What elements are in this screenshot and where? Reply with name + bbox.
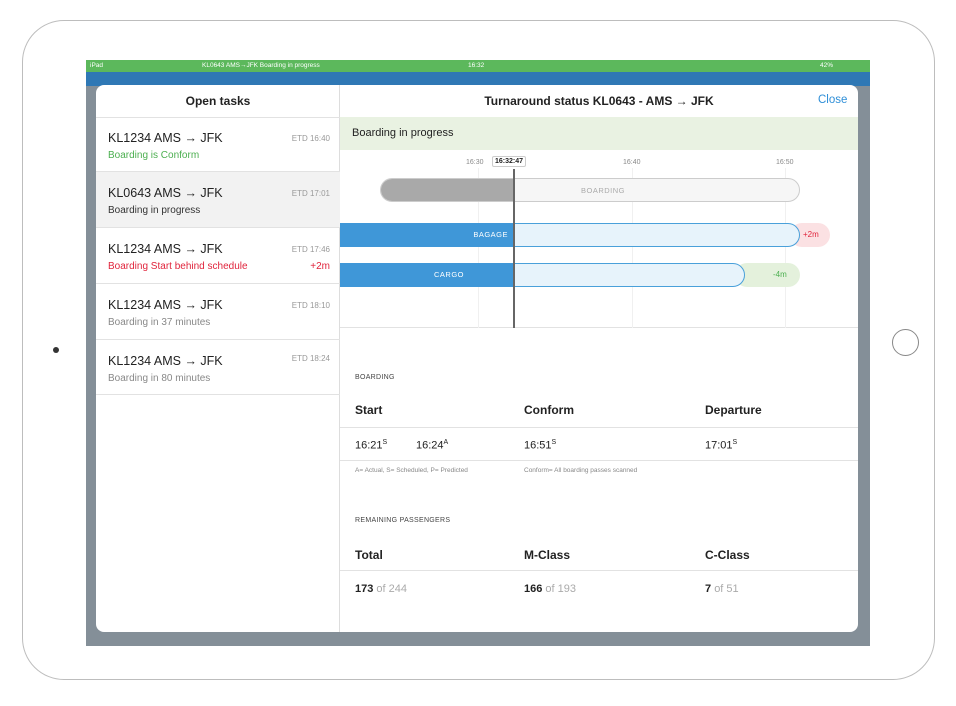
legend-note: Conform= All boarding passes scanned <box>524 467 638 474</box>
bar-label: BOARDING <box>581 186 626 195</box>
status-bar: iPad KL0643 AMS→JFK Boarding in progress… <box>86 60 870 72</box>
clock: 16:32 <box>468 62 485 69</box>
detail: Turnaround status KL0643 - AMS → JFK Clo… <box>340 85 858 632</box>
time: 17:01 <box>705 439 733 452</box>
column-header: Total <box>355 548 383 562</box>
device-frame <box>22 20 935 680</box>
etd: ETD 17:01 <box>291 189 330 198</box>
bar-label: CARGO <box>434 270 465 279</box>
cargo-fill: CARGO <box>340 263 514 287</box>
task-status: Boarding is Conform <box>108 150 200 161</box>
task[interactable]: KL1234 AMS → JFK ETD 18:24 Boarding in 8… <box>96 340 340 395</box>
now-line <box>513 169 515 328</box>
capacity: of 244 <box>376 583 408 595</box>
banner: Boarding in progress <box>340 117 858 150</box>
tick-label: 16:40 <box>623 159 641 166</box>
etd: ETD 18:10 <box>291 301 330 310</box>
time: 16:21 <box>355 439 383 452</box>
time: 16:51 <box>524 439 552 452</box>
etd: ETD 17:46 <box>291 245 330 254</box>
close-button[interactable]: Close <box>818 94 848 106</box>
offset: +2m <box>803 230 819 239</box>
task[interactable]: KL1234 AMS → JFK ETD 16:40 Boarding is C… <box>96 117 340 172</box>
column-header: M-Class <box>524 548 571 562</box>
flight: KL0643 AMS → JFK <box>108 186 223 200</box>
nav-strip <box>86 72 870 86</box>
task-status: Boarding in progress <box>108 205 201 216</box>
device-name: iPad <box>90 62 104 69</box>
tick-label: 16:50 <box>776 159 794 166</box>
task-status: Boarding Start behind schedule <box>108 261 248 272</box>
count: 166 <box>524 583 543 595</box>
bar-label: BAGAGE <box>473 230 508 239</box>
task[interactable]: KL1234 AMS → JFK ETD 18:10 Boarding in 3… <box>96 284 340 340</box>
time: 16:24 <box>416 439 444 452</box>
time-kind: S <box>551 439 557 446</box>
modal: Open tasks KL1234 AMS → JFK ETD 16:40 Bo… <box>96 85 858 632</box>
offset-pill <box>735 263 800 287</box>
battery: 42% <box>820 62 834 69</box>
flight: KL1234 AMS → JFK <box>108 354 223 368</box>
flight: KL1234 AMS → JFK <box>108 242 223 256</box>
sidebar-title: Open tasks <box>185 94 251 108</box>
boarding-bar: BOARDING <box>380 178 800 202</box>
column-header: Start <box>355 403 383 417</box>
column-header: C-Class <box>705 548 750 562</box>
bagage-fill: BAGAGE <box>340 223 514 247</box>
home-button[interactable] <box>892 329 919 356</box>
flight: KL1234 AMS → JFK <box>108 298 223 312</box>
grid-line <box>632 168 633 328</box>
column-header: Conform <box>524 403 574 417</box>
task[interactable]: KL1234 AMS → JFK ETD 17:46 Boarding Star… <box>96 228 340 284</box>
etd: ETD 16:40 <box>291 134 330 143</box>
legend-note: A= Actual, S= Scheduled, P= Predicted <box>355 467 468 474</box>
sidebar: Open tasks KL1234 AMS → JFK ETD 16:40 Bo… <box>96 85 340 632</box>
tick-label: 16:30 <box>466 159 484 166</box>
current-time: 16:32:47 <box>492 156 527 167</box>
banner-text: Boarding in progress <box>352 127 454 139</box>
grid-line <box>478 168 479 328</box>
section-title: REMAINING PASSENGERS <box>355 517 451 524</box>
time-kind: S <box>732 439 738 446</box>
capacity: of 193 <box>545 583 577 595</box>
task-status: Boarding in 80 minutes <box>108 373 211 384</box>
etd: ETD 18:24 <box>291 354 330 363</box>
count: 173 <box>355 583 374 595</box>
cargo-bar <box>513 263 745 287</box>
capacity: of 51 <box>714 583 739 595</box>
timeline: 16:30 16:32:47 16:40 16:50 BOARDING BAGA… <box>340 150 858 328</box>
offset: -4m <box>773 270 787 279</box>
delay: +2m <box>310 261 330 272</box>
grid-line <box>785 168 786 328</box>
bagage-bar <box>513 223 800 247</box>
task[interactable]: KL0643 AMS → JFK ETD 17:01 Boarding in p… <box>96 172 340 228</box>
task-status: Boarding in 37 minutes <box>108 317 211 328</box>
detail-title: Turnaround status KL0643 - AMS → JFK <box>484 94 714 108</box>
status-title: KL0643 AMS→JFK Boarding in progress <box>202 62 320 69</box>
time-kind: A <box>443 439 449 446</box>
section-title: BOARDING <box>355 374 395 381</box>
time-kind: S <box>382 439 388 446</box>
camera <box>53 347 59 353</box>
column-header: Departure <box>705 403 762 417</box>
count: 7 <box>705 583 712 595</box>
flight: KL1234 AMS → JFK <box>108 131 223 145</box>
